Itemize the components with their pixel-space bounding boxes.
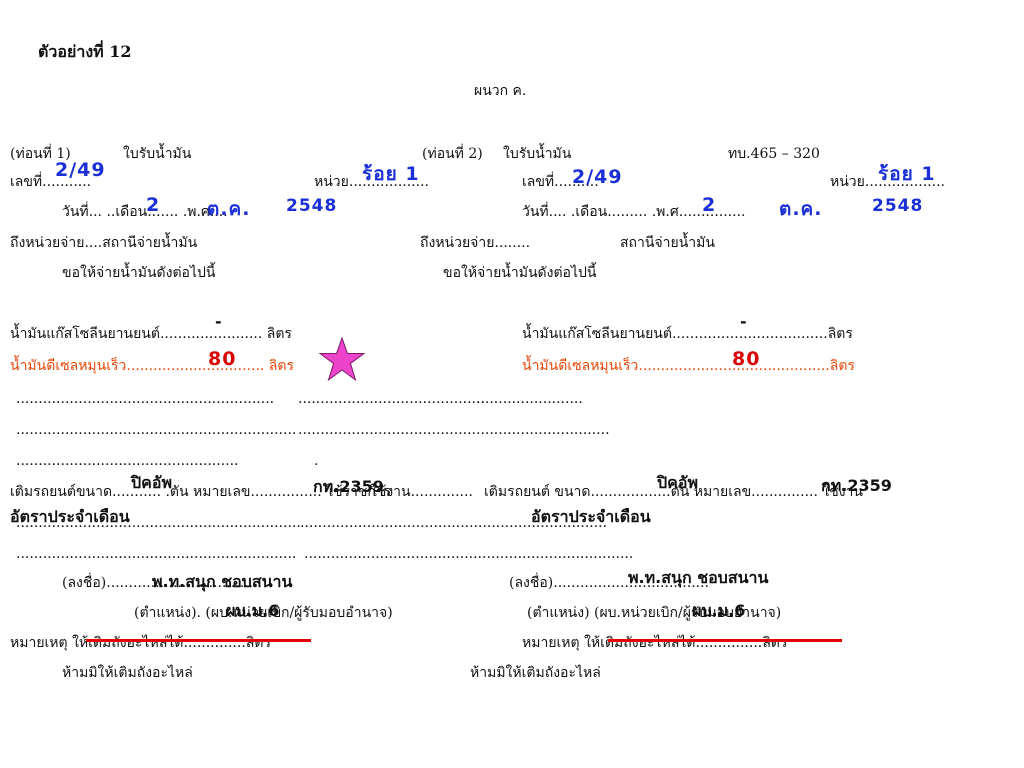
left-fill-position: ผบ.ม.6 — [226, 601, 280, 620]
right-fill-signer: พ.ท.สนุก ชอบสนาน — [628, 568, 769, 587]
mid-blank-line-1: ........................................… — [298, 391, 485, 407]
example-heading: ตัวอย่างที่ 12 — [38, 42, 132, 61]
form-code: ทบ.465 – 320 — [728, 146, 820, 162]
left-fill-plate: กท.2359 — [313, 477, 384, 496]
right-fill-position: ผบ.ม.6 — [692, 601, 746, 620]
right-pay-unit-field: ถึงหน่วยจ่าย........ — [420, 235, 531, 251]
appendix-title: ผนวก ค. — [474, 83, 527, 99]
left-blank-line-2: ........................................… — [16, 422, 297, 438]
left-gasoline-line: น้ำมันแก๊สโซลีนยานยนต์..................… — [10, 326, 292, 342]
right-fill-number: 2/49 — [572, 166, 623, 188]
right-date-field: วันที่.... .เดือน......... .พ.ศ.........… — [522, 204, 746, 220]
left-pay-unit-field: ถึงหน่วยจ่าย....สถานีจ่ายน้ำมัน — [10, 235, 198, 251]
right-fill-year: 2548 — [872, 196, 924, 216]
right-part-label: (ท่อนที่ 2) — [422, 146, 483, 162]
left-fill-gasoline: - — [215, 312, 222, 331]
left-fill-year: 2548 — [286, 196, 338, 216]
left-fill-unit: ร้อย 1 — [362, 163, 420, 185]
right-no-field: เลขที่.......... — [522, 174, 599, 190]
right-form-title: ใบรับน้ำมัน — [503, 146, 572, 162]
right-sign-line: (ลงชื่อ)................................… — [509, 575, 710, 591]
star-icon — [318, 336, 366, 382]
left-fill-usage: อัตราประจำเดือน — [10, 507, 130, 526]
left-blank-line-3: ........................................… — [16, 453, 239, 469]
right-fill-usage: อัตราประจำเดือน — [531, 507, 651, 526]
right-gasoline-line: น้ำมันแก๊สโซลีนยานยนต์..................… — [522, 326, 853, 342]
right-fill-day: 2 — [702, 194, 717, 216]
mid-blank-line-2: ........................................… — [298, 422, 610, 438]
left-date-field: วันที่... ..เดือน....... .พ.ศ.... — [62, 204, 228, 220]
left-form-title: ใบรับน้ำมัน — [123, 146, 192, 162]
mid-usage-line: ........................................… — [300, 515, 608, 531]
left-usage-line: ........................................… — [16, 515, 301, 531]
left-prohibit-text: ห้ามมิให้เติมถังอะไหล่ — [62, 665, 193, 681]
left-extra-line: ........................................… — [16, 546, 297, 562]
left-fill-day: 2 — [146, 194, 161, 216]
left-sign-line: (ลงชื่อ)................................… — [62, 575, 263, 591]
right-prohibit-text: ห้ามมิให้เติมถังอะไหล่ — [470, 665, 601, 681]
right-note-line: หมายเหตุ ให้เติมถังอะไหล่ได้............… — [522, 635, 788, 651]
mid-extra-line: ........................................… — [304, 546, 634, 562]
right-order-text: ขอให้จ่ายน้ำมันดังต่อไปนี้ — [443, 265, 597, 281]
left-part-label: (ท่อนที่ 1) — [10, 146, 71, 162]
right-station-text: สถานีจ่ายน้ำมัน — [620, 235, 715, 251]
left-fill-signer: พ.ท.สนุก ชอบสนาน — [152, 572, 293, 591]
right-diesel-line: น้ำมันดีเซลหมุนเร็ว.....................… — [522, 358, 855, 374]
right-fill-month: ต.ค. — [779, 198, 823, 220]
right-strike-line — [608, 639, 842, 642]
left-position-line: (ตำแหน่ง). (ผบ.หน่วยเบิก/ผู้รับมอบอำนาจ) — [134, 605, 393, 621]
right-fill-gasoline: - — [740, 312, 747, 331]
left-fill-diesel: 80 — [208, 348, 237, 370]
right-fill-unit: ร้อย 1 — [878, 163, 936, 185]
left-blank-line-1: ........................................… — [16, 391, 275, 407]
left-unit-field: หน่วย.................. — [314, 174, 429, 190]
right-position-line: (ตำแหน่ง) (ผบ.หน่วยเบิก/ผู้รับมอบอำนาจ) — [527, 605, 782, 621]
left-strike-line — [86, 639, 311, 642]
mid-blank-line-3: . — [314, 453, 319, 469]
left-fill-month: ต.ค. — [207, 198, 251, 220]
right-fill-plate: กท.2359 — [821, 476, 892, 495]
mid-refuel-tail: ใช้งาน.............. — [370, 484, 473, 500]
left-no-field: เลขที่........... — [10, 174, 92, 190]
mid-blank-line-1b: ........................ — [476, 391, 583, 407]
left-diesel-line: น้ำมันดีเซลหมุนเร็ว.....................… — [10, 358, 294, 374]
right-refuel-line: เติมรถยนต์ ขนาด..................ตัน หมา… — [484, 484, 863, 500]
right-fill-vehicle: ปิคอัพ — [657, 473, 699, 492]
left-order-text: ขอให้จ่ายน้ำมันดังต่อไปนี้ — [62, 265, 216, 281]
left-note-line: หมายเหตุ ให้เติมถังอะไหล่ได้............… — [10, 635, 271, 651]
left-fill-number: 2/49 — [55, 159, 106, 181]
left-refuel-line: เติมรถยนต์ขนาด........... .ตัน หมายเลข..… — [10, 484, 392, 500]
left-fill-vehicle: ปิคอัพ — [131, 473, 173, 492]
right-fill-diesel: 80 — [732, 348, 761, 370]
right-unit-field: หน่วย.................. — [830, 174, 945, 190]
